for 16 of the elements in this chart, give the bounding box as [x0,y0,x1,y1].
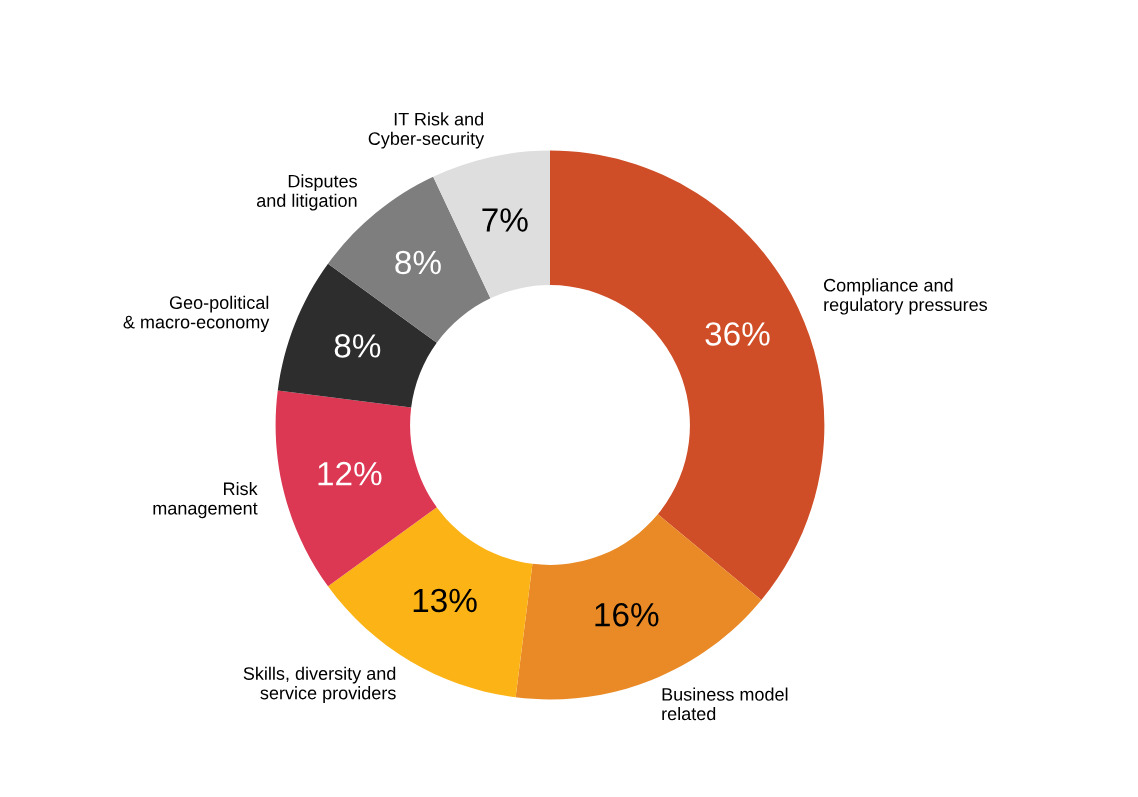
data-label: 36% [705,322,770,346]
data-label: 8% [334,334,381,358]
slice-label: Compliance and regulatory pressures [824,278,988,315]
data-label: 7% [482,208,528,232]
slice-label: Skills, diversity and service providers [243,666,396,703]
data-label: 12% [318,461,382,486]
slice-label: Business model related [662,687,788,721]
donut-slice [550,150,825,600]
data-label: 8% [395,250,441,275]
donut-slice [275,390,437,587]
data-label: 16% [595,602,659,627]
slice-label: Risk management [153,481,258,519]
slice-label: Geo-political & macro-economy [123,295,270,333]
slice-label: Disputes and litigation [256,174,357,211]
slice-label: IT Risk and Cyber-security [368,112,485,149]
data-label: 13% [413,588,477,613]
